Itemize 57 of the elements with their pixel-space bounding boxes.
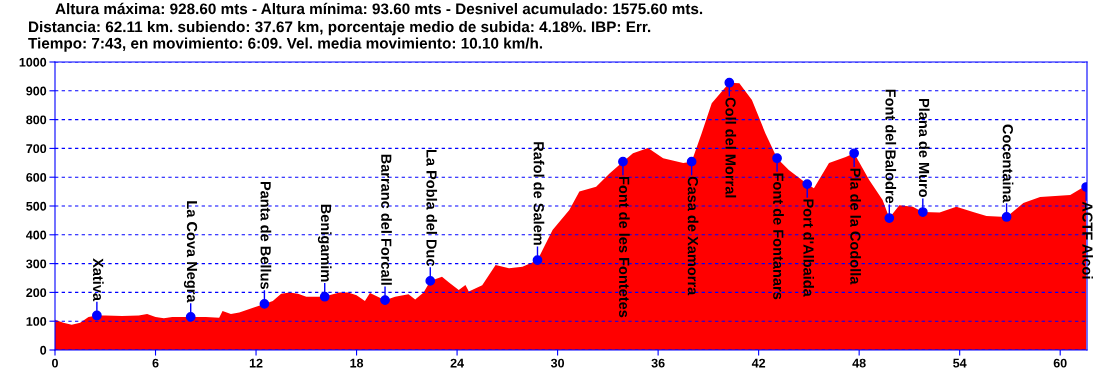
point [259, 299, 270, 309]
x-tick-label: 48 [852, 358, 866, 368]
annotation: Plana de Muro [918, 98, 930, 198]
point [425, 276, 436, 286]
annotation: Font de Fontanars [773, 173, 784, 300]
annotation: Barranc del Forcall [381, 154, 392, 285]
point [1001, 212, 1012, 222]
x-tick-label: 36 [651, 358, 665, 368]
chart-title: Altura máxima: 928.60 mts - Altura mínima: 93.60 mts - Desnivel acumulado: 1575.60 mts. [55, 2, 703, 15]
y-tick-label: 200 [26, 288, 47, 298]
x-tick-label: 6 [152, 358, 159, 368]
point [724, 77, 735, 88]
annotation: Font de les Fontetes [619, 177, 630, 318]
x-tick-label: 18 [350, 358, 364, 368]
point [92, 310, 102, 321]
x-tick-label: 54 [953, 358, 967, 368]
y-tick-label: 500 [26, 201, 47, 211]
point [532, 255, 543, 266]
annotation: Pla de la Codolla [850, 168, 861, 285]
x-tick-label: 42 [751, 358, 766, 368]
point [319, 291, 330, 302]
annotation: Coll del Morral [725, 97, 737, 198]
x-tick-label: 0 [52, 358, 58, 368]
y-tick-label: 600 [26, 173, 47, 182]
point [686, 156, 697, 167]
y-tick-label: 0 [40, 345, 47, 355]
annotation: Casa de Xamorra [687, 176, 699, 296]
annotation: Font del Balodre [885, 89, 897, 204]
point [380, 295, 390, 306]
x-tick-label: 30 [550, 358, 565, 368]
y-tick-label: 300 [26, 259, 47, 269]
x-tick-label: 60 [1053, 358, 1067, 368]
point [917, 207, 928, 217]
annotation: Rafol de Salem [533, 142, 545, 245]
chart-subtitle: Distancia: 62.11 km. subiendo: 37.67 km, porcentaje medio de subida: 4.18%. IBP: Err. Tiempo: 7:43, en movimiento: 6:09. Vel. media movimiento: 10.10 km/h. [28, 21, 651, 52]
annotation: ACTF Alcoi [1082, 201, 1093, 279]
x-tick-label: 24 [450, 358, 464, 368]
annotation: La Pobla del Duc [426, 149, 438, 267]
point [884, 213, 895, 223]
y-tick-label: 100 [26, 317, 47, 326]
annotation: Port d'Albaida [803, 199, 815, 297]
annotation: Benigamim [317, 204, 332, 282]
y-tick-label: 900 [26, 86, 47, 96]
annotation: La Cova Negra [183, 201, 198, 303]
annotation: Cocentaina [1002, 124, 1014, 203]
annotation: Xativa [92, 258, 104, 302]
y-tick-label: 700 [26, 144, 47, 154]
annotation: Panta de Bellus [260, 181, 272, 289]
point [849, 148, 859, 159]
y-tick-label: 800 [26, 115, 47, 125]
y-tick-label: 1000 [19, 57, 47, 67]
point [772, 153, 782, 164]
x-tick-label: 12 [249, 358, 263, 368]
point [618, 156, 628, 167]
y-tick-label: 400 [26, 230, 47, 240]
point [185, 312, 196, 322]
point [802, 179, 813, 189]
